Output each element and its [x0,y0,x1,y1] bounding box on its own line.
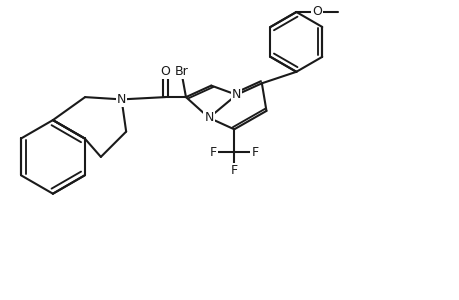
Text: N: N [231,88,241,101]
Text: F: F [230,164,237,177]
Text: Br: Br [174,65,188,78]
Text: O: O [160,65,170,78]
Text: O: O [312,5,321,19]
Text: F: F [210,146,217,159]
Text: F: F [251,146,258,159]
Text: N: N [204,111,213,124]
Text: N: N [117,93,126,106]
